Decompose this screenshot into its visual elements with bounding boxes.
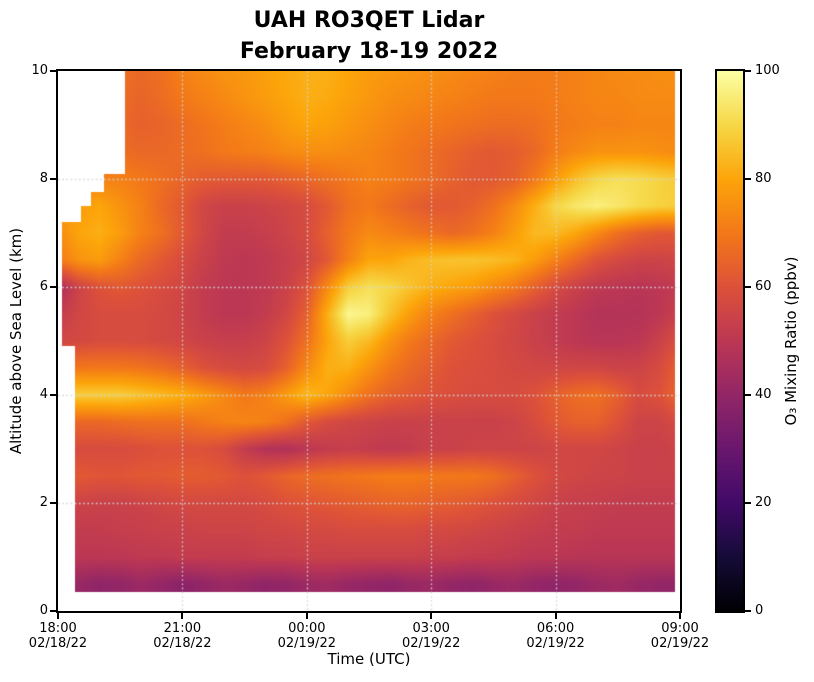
- colorbar-tick-mark: [745, 394, 751, 396]
- x-tick-label: 09:00 02/19/22: [650, 621, 710, 651]
- y-tick-label: 2: [39, 495, 48, 510]
- x-tick-label: 21:00 02/18/22: [153, 621, 212, 651]
- y-tick-mark: [50, 610, 56, 612]
- x-tick-mark: [181, 613, 184, 619]
- colorbar-label: O₃ Mixing Ratio (ppbv): [782, 256, 800, 426]
- x-tick-mark: [305, 613, 308, 619]
- colorbar-tick-mark: [745, 502, 751, 504]
- x-tick-label: 06:00 02/19/22: [526, 621, 585, 651]
- y-tick-mark: [50, 178, 56, 180]
- y-tick-label: 10: [31, 63, 48, 78]
- y-tick-mark: [50, 70, 56, 72]
- title-line-1: UAH RO3QET Lidar: [253, 8, 485, 33]
- colorbar-tick-label: 100: [755, 63, 780, 78]
- x-tick-mark: [430, 613, 433, 619]
- y-tick-label: 4: [39, 387, 48, 402]
- title-line-2: February 18-19 2022: [239, 39, 499, 64]
- x-axis-label: Time (UTC): [327, 650, 411, 668]
- y-axis-label: Altitude above Sea Level (km): [7, 227, 25, 455]
- colorbar-tick-label: 40: [755, 387, 772, 402]
- x-tick-label: 18:00 02/18/22: [28, 621, 88, 651]
- colorbar-tick-label: 60: [755, 279, 772, 294]
- x-tick-mark: [679, 613, 681, 619]
- colorbar-canvas: [717, 71, 743, 611]
- x-tick-mark: [554, 613, 557, 619]
- colorbar-tick-label: 20: [755, 495, 772, 510]
- colorbar-tick-mark: [745, 286, 751, 288]
- heatmap-canvas: [58, 71, 680, 611]
- colorbar-tick-mark: [745, 178, 751, 180]
- colorbar-tick-mark: [745, 70, 751, 72]
- y-tick-mark: [50, 286, 56, 288]
- colorbar-tick-label: 0: [755, 603, 764, 618]
- colorbar-tick-label: 80: [755, 171, 772, 186]
- y-tick-mark: [50, 502, 56, 504]
- y-tick-label: 0: [39, 603, 48, 618]
- colorbar-tick-mark: [745, 610, 751, 612]
- y-tick-label: 8: [39, 171, 48, 186]
- x-tick-label: 00:00 02/19/22: [277, 621, 336, 651]
- y-tick-mark: [50, 394, 56, 396]
- x-tick-mark: [57, 613, 59, 619]
- chart-title: UAH RO3QET Lidar February 18-19 2022: [58, 5, 680, 67]
- x-tick-label: 03:00 02/19/22: [401, 621, 461, 651]
- y-tick-label: 6: [39, 279, 48, 294]
